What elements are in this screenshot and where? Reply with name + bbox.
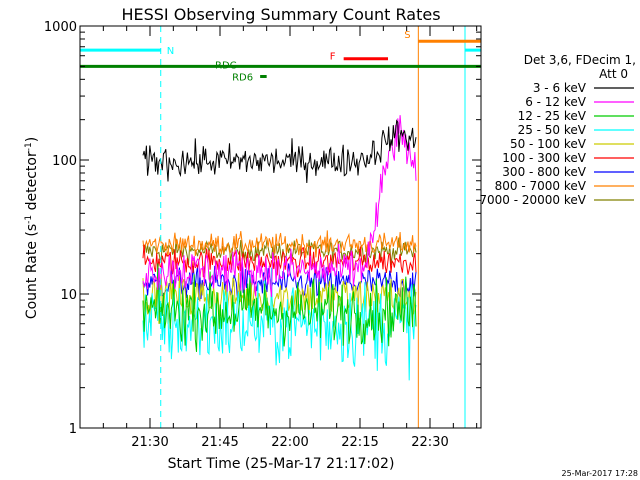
- y-tick-label: 100: [52, 154, 77, 169]
- legend-label-6: 300 - 800 keV: [502, 165, 586, 179]
- footer-timestamp: 25-Mar-2017 17:28: [562, 469, 639, 478]
- y-tick-label: 1: [69, 422, 77, 437]
- legend-label-7: 800 - 7000 keV: [495, 179, 587, 193]
- legend-label-4: 50 - 100 keV: [510, 137, 587, 151]
- legend-label-1: 6 - 12 keV: [525, 95, 587, 109]
- y-tick-label: 10: [60, 288, 77, 303]
- legend-label-3: 25 - 50 keV: [518, 123, 587, 137]
- x-tick-label: 21:45: [201, 435, 238, 450]
- legend-label-2: 12 - 25 keV: [518, 109, 587, 123]
- flag-label-rd6: RD6: [232, 73, 253, 84]
- x-tick-label: 22:00: [271, 435, 308, 450]
- series-line-12-25-kev: [142, 263, 417, 352]
- flag-label-s: S: [404, 30, 410, 41]
- plot-area: N S F RDC RD6 1 10 100 1000 21:30 21:45 22:00 22:15 2…: [44, 20, 482, 450]
- flag-label-n: N: [167, 46, 174, 57]
- legend-title-line-1: Det 3,6, FDecim 1,: [524, 53, 636, 67]
- x-tick-label: 21:30: [131, 435, 168, 450]
- flag-label-rdc: RDC: [215, 60, 237, 71]
- flag-label-f: F: [330, 52, 336, 63]
- x-tick-label: 22:30: [411, 435, 448, 450]
- series-line-6-12-kev: [142, 115, 417, 298]
- plot-frame: [79, 25, 482, 429]
- legend-label-8: 7000 - 20000 keV: [479, 193, 586, 207]
- legend-label-5: 100 - 300 keV: [502, 151, 586, 165]
- x-tick-label: 22:15: [341, 435, 378, 450]
- x-axis-label: Start Time (25-Mar-17 21:17:02): [168, 456, 395, 472]
- series-line-100-300-kev: [142, 244, 417, 278]
- legend-label-0: 3 - 6 keV: [533, 81, 587, 95]
- chart-title: HESSI Observing Summary Count Rates: [121, 5, 440, 24]
- plot-clip-group: [80, 26, 481, 428]
- legend-title-line-2: Att 0: [599, 67, 628, 81]
- y-axis-label: Count Rate (s-1 detector-1): [24, 137, 40, 319]
- series-line-3-6-kev: [142, 119, 417, 184]
- y-tick-label: 1000: [44, 20, 77, 35]
